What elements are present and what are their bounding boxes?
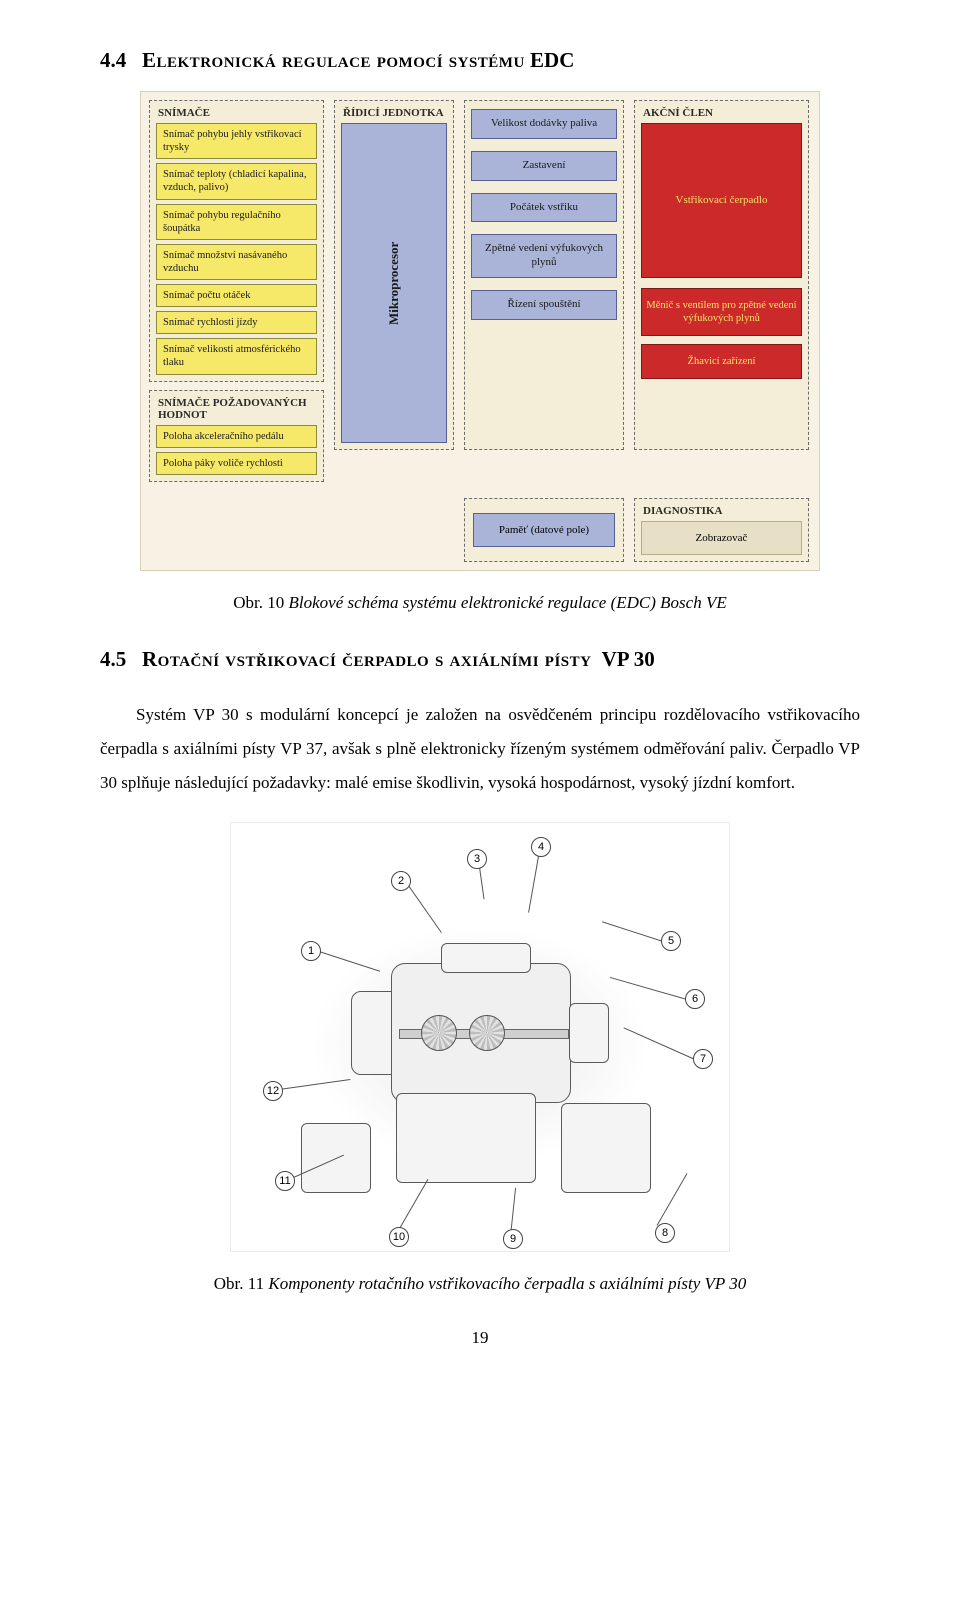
callout-leader: [657, 1173, 688, 1225]
callout-bubble: 2: [391, 871, 411, 891]
group-pozadovane: SNÍMAČE POŽADOVANÝCH HODNOT Poloha akcel…: [149, 390, 324, 482]
caption-10-prefix: Obr. 10: [233, 593, 284, 612]
actuator-stack: Měnič s ventilem pro zpětné vedení výfuk…: [641, 288, 802, 379]
group-memory: Paměť (datové pole): [464, 498, 624, 562]
pump-part: [569, 1003, 609, 1063]
callout-bubble: 8: [655, 1223, 675, 1243]
callout-leader: [610, 977, 687, 1000]
pump-diagram: 123456789101112: [230, 822, 730, 1252]
func-box: Velikost dodávky paliva: [471, 109, 617, 139]
memory-box: Paměť (datové pole): [473, 513, 615, 547]
pump-part: [469, 1015, 505, 1051]
callout-leader: [511, 1187, 517, 1231]
sensor-box: Snímač velikosti atmosférického tlaku: [156, 338, 317, 374]
callout-leader: [279, 1079, 350, 1090]
caption-obr-10: Obr. 10 Blokové schéma systému elektroni…: [100, 593, 860, 613]
callout-bubble: 6: [685, 989, 705, 1009]
setpoint-box: Poloha akceleračního pedálu: [156, 425, 317, 448]
sensor-box: Snímač pohybu jehly vstřikovací trysky: [156, 123, 317, 159]
group-functions: Velikost dodávky paliva Zastavení Počáte…: [464, 100, 624, 450]
diagram-row-top: SNÍMAČE Snímač pohybu jehly vstřikovací …: [149, 100, 811, 490]
diagram-row-bottom: Paměť (datové pole) DIAGNOSTIKA Zobrazov…: [149, 498, 811, 562]
callout-leader: [407, 883, 442, 933]
actuator-main: Vstřikovací čerpadlo: [641, 123, 802, 278]
group-diagnostika: DIAGNOSTIKA Zobrazovač: [634, 498, 809, 562]
group-pozadovane-title: SNÍMAČE POŽADOVANÝCH HODNOT: [156, 397, 317, 421]
group-diagnostika-title: DIAGNOSTIKA: [641, 505, 802, 517]
heading-4-5-text: Rotační vstřikovací čerpadlo s axiálními…: [142, 647, 591, 671]
sensor-box: Snímač počtu otáček: [156, 284, 317, 307]
pump-part: [561, 1103, 651, 1193]
diag-box: Zobrazovač: [641, 521, 802, 555]
group-snimace: SNÍMAČE Snímač pohybu jehly vstřikovací …: [149, 100, 324, 382]
col-actuators: AKČNÍ ČLEN Vstřikovací čerpadlo Měnič s …: [634, 100, 809, 450]
heading-4-5-model: VP 30: [602, 647, 655, 671]
paragraph-vp30: Systém VP 30 s modulární koncepcí je zal…: [100, 698, 860, 800]
callout-bubble: 1: [301, 941, 321, 961]
heading-4-4-num: 4.4: [100, 48, 126, 72]
group-ridici: ŘÍDICÍ JEDNOTKA Mikroprocesor: [334, 100, 454, 450]
callout-leader: [399, 1179, 429, 1230]
callout-bubble: 10: [389, 1227, 409, 1247]
page-number: 19: [100, 1328, 860, 1348]
func-box: Zastavení: [471, 151, 617, 181]
callout-bubble: 5: [661, 931, 681, 951]
callout-leader: [602, 921, 663, 942]
callout-bubble: 9: [503, 1229, 523, 1249]
caption-11-prefix: Obr. 11: [214, 1274, 264, 1293]
callout-bubble: 11: [275, 1171, 295, 1191]
col-sensors: SNÍMAČE Snímač pohybu jehly vstřikovací …: [149, 100, 324, 490]
func-box: Řízení spouštění: [471, 290, 617, 320]
actuator-box: Žhavicí zařízení: [641, 344, 802, 379]
sensor-box: Snímač pohybu regulačního šoupátka: [156, 204, 317, 240]
group-akcni-title: AKČNÍ ČLEN: [641, 107, 802, 119]
cpu-box: Mikroprocesor: [341, 123, 447, 443]
pump-part: [441, 943, 531, 973]
col-functions: Velikost dodávky paliva Zastavení Počáte…: [464, 100, 624, 450]
spacer: [334, 498, 454, 562]
edc-block-diagram: SNÍMAČE Snímač pohybu jehly vstřikovací …: [140, 91, 820, 571]
callout-bubble: 4: [531, 837, 551, 857]
callout-leader: [528, 853, 539, 912]
caption-10-prefix-text: Obr. 10: [233, 593, 284, 612]
group-akcni: AKČNÍ ČLEN Vstřikovací čerpadlo Měnič s …: [634, 100, 809, 450]
col-cpu: ŘÍDICÍ JEDNOTKA Mikroprocesor: [334, 100, 454, 450]
group-snimace-title: SNÍMAČE: [156, 107, 317, 119]
caption-11-prefix-text: Obr. 11: [214, 1274, 264, 1293]
pump-diagram-wrap: 123456789101112: [100, 822, 860, 1252]
func-box: Zpětné vedení výfukových plynů: [471, 234, 617, 278]
spacer: [149, 498, 324, 562]
heading-4-4: 4.4 Elektronická regulace pomocí systému…: [100, 48, 860, 73]
callout-leader: [624, 1027, 696, 1060]
pump-part: [421, 1015, 457, 1051]
callout-bubble: 7: [693, 1049, 713, 1069]
heading-4-4-acr: EDC: [530, 48, 574, 72]
heading-4-5: 4.5 Rotační vstřikovací čerpadlo s axiál…: [100, 647, 860, 672]
sensor-box: Snímač teploty (chladicí kapalina, vzduc…: [156, 163, 317, 199]
actuator-box: Měnič s ventilem pro zpětné vedení výfuk…: [641, 288, 802, 336]
sensor-box: Snímač množství nasávaného vzduchu: [156, 244, 317, 280]
edc-block-diagram-wrap: SNÍMAČE Snímač pohybu jehly vstřikovací …: [140, 91, 860, 571]
setpoint-box: Poloha páky voliče rychlosti: [156, 452, 317, 475]
func-box: Počátek vstřiku: [471, 193, 617, 223]
caption-11-text: Komponenty rotačního vstřikovacího čerpa…: [268, 1274, 746, 1293]
group-ridici-title: ŘÍDICÍ JEDNOTKA: [341, 107, 447, 119]
caption-10-text: Blokové schéma systému elektronické regu…: [289, 593, 727, 612]
callout-bubble: 3: [467, 849, 487, 869]
caption-obr-11: Obr. 11 Komponenty rotačního vstřikovací…: [100, 1274, 860, 1294]
callout-bubble: 12: [263, 1081, 283, 1101]
heading-4-4-text: Elektronická regulace pomocí systému: [142, 48, 525, 72]
pump-part: [396, 1093, 536, 1183]
sensor-box: Snímač rychlosti jízdy: [156, 311, 317, 334]
heading-4-5-num: 4.5: [100, 647, 126, 671]
